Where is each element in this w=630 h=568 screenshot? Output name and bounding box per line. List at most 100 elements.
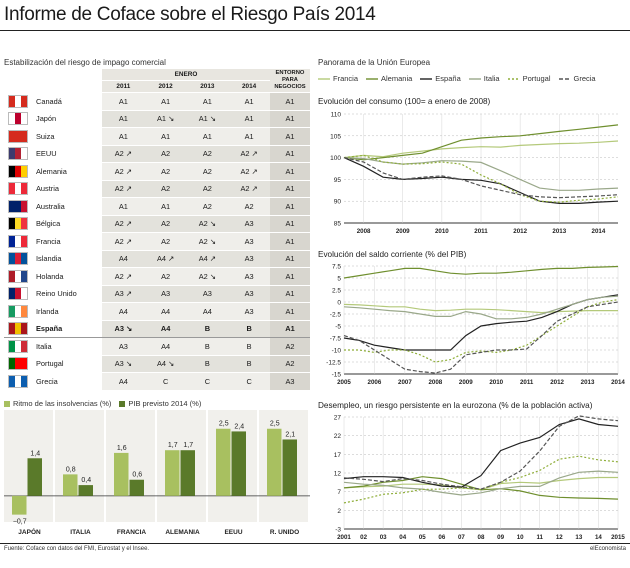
flag-icon bbox=[4, 267, 32, 286]
bar bbox=[216, 428, 231, 496]
x-tick-label: 06 bbox=[438, 534, 445, 541]
rating-cell: A2 ↘ bbox=[186, 215, 229, 233]
country-name: Francia bbox=[32, 232, 102, 251]
y-tick-label: 85 bbox=[334, 221, 342, 228]
flag-icon bbox=[4, 319, 32, 338]
rating-cell: A3 bbox=[228, 302, 270, 321]
bar-chart: −0,7 1,4 JAPÓN 0,8 0,4 ITALIA 1,6 0,6 FRANCIA 1,7… bbox=[4, 410, 310, 536]
country-name: España bbox=[32, 319, 102, 338]
bar-value-label: 1,6 bbox=[117, 445, 127, 452]
rating-cell: A1 bbox=[144, 92, 187, 111]
rating-cell: A2 bbox=[186, 162, 229, 181]
year-header: 2012 bbox=[144, 80, 187, 93]
env-header: ENTORNO PARA NEGOCIOS bbox=[270, 69, 310, 93]
legend-label: Francia bbox=[333, 74, 359, 83]
rating-cell: A2 bbox=[144, 145, 187, 163]
x-tick-label: 14 bbox=[595, 534, 602, 541]
rating-cell: A3 bbox=[228, 267, 270, 286]
series-line bbox=[343, 303, 618, 314]
source-note: Fuente: Coface con datos del FMI, Eurost… bbox=[4, 546, 150, 552]
flag-icon bbox=[4, 197, 32, 216]
legend-swatch-insolvencias bbox=[4, 400, 10, 407]
rating-cell: A2 ↗ bbox=[228, 180, 270, 198]
env-cell: A1 bbox=[270, 250, 310, 268]
rating-cell: A2 ↗ bbox=[102, 232, 145, 251]
flag-icon bbox=[4, 250, 32, 268]
table-row: Japón A1 A1 ↘ A1 ↘ A1 A1 bbox=[4, 110, 310, 128]
env-cell: A1 bbox=[270, 232, 310, 251]
country-name: Reino Unido bbox=[32, 285, 102, 303]
rating-cell: A4 bbox=[144, 319, 187, 338]
rating-cell: A2 bbox=[186, 197, 229, 216]
bar bbox=[114, 452, 129, 496]
flag-icon bbox=[4, 337, 32, 356]
y-tick-label: -5 bbox=[335, 324, 341, 331]
x-tick-label: 2011 bbox=[474, 228, 488, 235]
series-line bbox=[344, 299, 619, 363]
legend-item: Grecia bbox=[558, 74, 596, 83]
saldo-chart: -15 -12.5 -10 -7.5 -5 -2.5 0 2.5 5 7.5 2005 2006 200… bbox=[326, 264, 625, 387]
category-label: R. UNIDO bbox=[270, 529, 299, 536]
bar-value-label: 1,7 bbox=[183, 442, 193, 449]
x-tick-label: 2009 bbox=[459, 379, 473, 386]
bar-value-label: −0,7 bbox=[13, 519, 27, 526]
env-cell: A1 bbox=[270, 215, 310, 233]
rating-cell: A3 bbox=[102, 337, 145, 356]
legend-item: Portugal bbox=[507, 74, 551, 83]
category-label: FRANCIA bbox=[117, 529, 147, 536]
rating-cell: A4 ↗ bbox=[186, 250, 229, 268]
env-cell: A1 bbox=[270, 302, 310, 321]
legend-label: Grecia bbox=[573, 74, 596, 83]
x-tick-label: 12 bbox=[556, 534, 563, 541]
country-name: Italia bbox=[32, 337, 102, 356]
bar-value-label: 1,4 bbox=[30, 450, 40, 457]
rating-cell: A2 ↗ bbox=[228, 145, 270, 163]
series-line bbox=[343, 140, 619, 159]
bar-legend: Ritmo de las insolvencias (%) PIB previs… bbox=[4, 399, 201, 408]
flag-icon bbox=[4, 232, 32, 251]
country-name: Holanda bbox=[32, 267, 102, 286]
env-cell: A1 bbox=[270, 197, 310, 216]
flag-icon bbox=[4, 180, 32, 198]
category-label: EEUU bbox=[224, 529, 242, 536]
flag-icon bbox=[4, 215, 32, 233]
x-tick-label: 2015 bbox=[611, 534, 625, 541]
risk-table: ENERO ENTORNO PARA NEGOCIOS 2011 2012 2013… bbox=[4, 69, 310, 391]
flag-icon bbox=[4, 372, 32, 391]
x-tick-label: 02 bbox=[360, 534, 367, 541]
x-tick-label: 2009 bbox=[396, 228, 410, 235]
bar bbox=[231, 431, 246, 496]
rating-cell: A2 ↗ bbox=[102, 145, 145, 163]
rating-cell: A4 bbox=[102, 302, 145, 321]
table-row: España A3 ↘ A4 B B A1 bbox=[4, 319, 310, 338]
env-cell: A1 bbox=[270, 110, 310, 128]
table-row: Alemania A2 ↗ A2 A2 A2 ↗ A1 bbox=[4, 162, 310, 181]
env-cell: A2 bbox=[270, 355, 310, 373]
rating-cell: A4 ↘ bbox=[144, 355, 187, 373]
bar bbox=[27, 458, 42, 496]
legend-item: España bbox=[420, 74, 461, 83]
x-tick-label: 11 bbox=[536, 534, 543, 541]
rating-cell: B bbox=[186, 319, 229, 338]
table-row: EEUU A2 ↗ A2 A2 A2 ↗ A1 bbox=[4, 145, 310, 163]
rating-cell: A3 ↘ bbox=[102, 319, 145, 338]
env-cell: A1 bbox=[270, 180, 310, 198]
bar bbox=[267, 428, 282, 496]
bar-value-label: 2,4 bbox=[234, 423, 244, 430]
year-header: 2011 bbox=[102, 80, 145, 93]
y-tick-label: -15 bbox=[332, 372, 342, 379]
env-cell: A1 bbox=[270, 162, 310, 181]
group-header: ENERO bbox=[102, 69, 270, 81]
env-cell: A1 bbox=[270, 145, 310, 163]
legend-swatch-pib bbox=[119, 400, 126, 407]
line-legend: Francia Alemania España Italia Portugal Greci… bbox=[318, 74, 596, 83]
rating-cell: A1 bbox=[102, 197, 145, 216]
rating-cell: B bbox=[228, 337, 270, 356]
country-name: Portugal bbox=[32, 355, 102, 373]
rating-cell: A2 bbox=[144, 180, 187, 198]
rating-cell: A1 bbox=[186, 127, 229, 146]
rating-cell: A3 ↗ bbox=[102, 285, 145, 303]
country-name: Japón bbox=[32, 110, 102, 128]
flag-icon bbox=[4, 127, 32, 146]
